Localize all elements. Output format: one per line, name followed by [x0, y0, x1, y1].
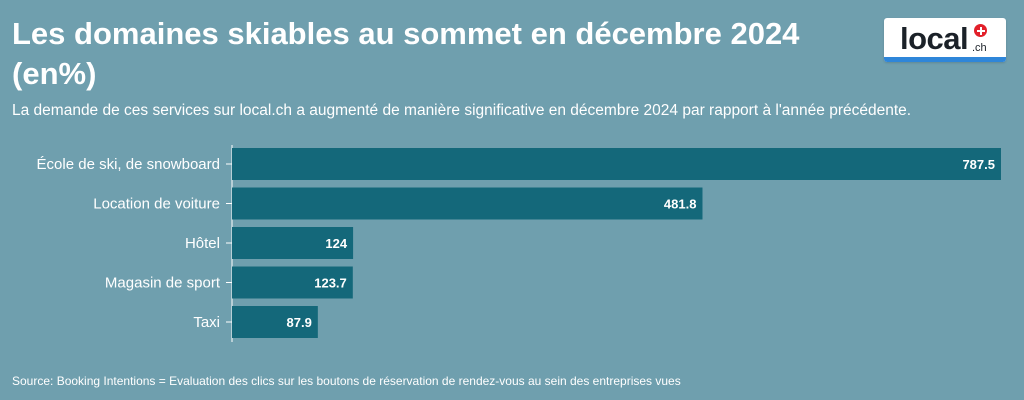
bar: [232, 148, 1001, 180]
bar: [232, 306, 318, 338]
category-label: Taxi: [193, 314, 220, 331]
logo-underline: [884, 57, 1006, 62]
chart-title: Les domaines skiables au sommet en décem…: [12, 16, 800, 91]
category-label: Location de voiture: [93, 196, 220, 213]
source-note: Source: Booking Intentions = Evaluation …: [12, 374, 681, 388]
swiss-cross-icon: [974, 24, 987, 37]
value-label: 124: [325, 236, 347, 251]
chart-subtitle: La demande de ces services sur local.ch …: [12, 102, 912, 119]
value-label: 481.8: [664, 197, 697, 212]
value-label: 123.7: [314, 276, 347, 291]
bar: [232, 227, 354, 259]
bars-group: École de ski, de snowboard 787.5 Location …: [37, 148, 1001, 338]
bar: [232, 266, 353, 299]
bar: [232, 187, 703, 220]
category-label: Hôtel: [185, 235, 220, 252]
category-label: Magasin de sport: [105, 275, 221, 292]
local-ch-logo[interactable]: local .ch: [884, 18, 1006, 62]
category-label: École de ski, de snowboard: [37, 156, 220, 173]
logo-text: local: [900, 21, 969, 56]
value-label: 787.5: [962, 157, 995, 172]
logo-suffix: .ch: [972, 42, 987, 54]
value-label: 87.9: [287, 315, 312, 330]
